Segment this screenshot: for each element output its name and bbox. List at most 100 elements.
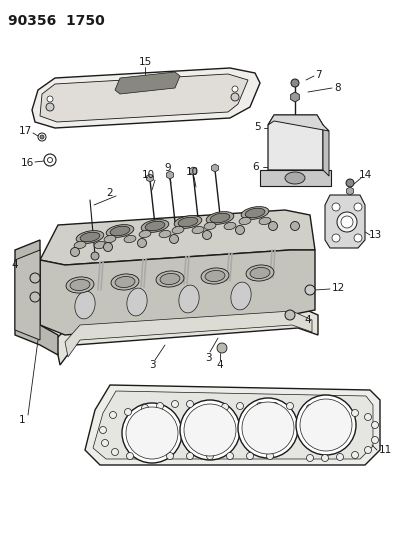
- Circle shape: [122, 403, 182, 463]
- Circle shape: [203, 230, 212, 239]
- Polygon shape: [15, 250, 40, 340]
- Ellipse shape: [124, 236, 136, 243]
- Circle shape: [285, 310, 295, 320]
- Polygon shape: [268, 115, 329, 131]
- Text: 4: 4: [305, 315, 311, 325]
- Ellipse shape: [160, 273, 180, 285]
- Text: 8: 8: [335, 83, 341, 93]
- Circle shape: [337, 212, 357, 232]
- Circle shape: [112, 448, 119, 456]
- Circle shape: [336, 454, 344, 461]
- Ellipse shape: [74, 241, 86, 248]
- Ellipse shape: [246, 265, 274, 281]
- Ellipse shape: [70, 279, 90, 290]
- Circle shape: [227, 453, 234, 459]
- Ellipse shape: [192, 227, 204, 233]
- Circle shape: [125, 408, 132, 416]
- Text: 9: 9: [165, 163, 171, 173]
- Ellipse shape: [80, 232, 100, 242]
- Circle shape: [169, 235, 178, 244]
- Polygon shape: [65, 311, 312, 357]
- Ellipse shape: [174, 216, 202, 228]
- Circle shape: [206, 405, 214, 411]
- Circle shape: [372, 437, 379, 443]
- Circle shape: [238, 398, 298, 458]
- Circle shape: [47, 96, 53, 102]
- Circle shape: [332, 234, 340, 242]
- Ellipse shape: [205, 270, 225, 281]
- Circle shape: [346, 179, 354, 187]
- Circle shape: [268, 222, 277, 230]
- Text: 11: 11: [378, 445, 392, 455]
- Ellipse shape: [231, 282, 251, 310]
- Text: 7: 7: [315, 70, 322, 80]
- Ellipse shape: [245, 208, 265, 218]
- Circle shape: [221, 403, 229, 410]
- Text: 13: 13: [368, 230, 382, 240]
- Ellipse shape: [115, 277, 135, 287]
- Circle shape: [354, 234, 362, 242]
- Ellipse shape: [206, 212, 234, 224]
- Polygon shape: [40, 74, 248, 122]
- Circle shape: [30, 292, 40, 302]
- Circle shape: [247, 453, 253, 459]
- Circle shape: [372, 422, 379, 429]
- Circle shape: [322, 407, 329, 414]
- Circle shape: [104, 243, 113, 252]
- Ellipse shape: [178, 217, 198, 227]
- Ellipse shape: [75, 291, 95, 319]
- Polygon shape: [325, 195, 365, 248]
- Ellipse shape: [285, 172, 305, 184]
- Ellipse shape: [239, 217, 251, 224]
- Polygon shape: [268, 115, 323, 170]
- Circle shape: [38, 133, 46, 141]
- Text: 14: 14: [359, 170, 372, 180]
- Circle shape: [40, 135, 44, 139]
- Ellipse shape: [156, 271, 184, 287]
- Circle shape: [30, 273, 40, 283]
- Circle shape: [126, 407, 178, 459]
- Ellipse shape: [172, 227, 184, 233]
- Circle shape: [46, 103, 54, 111]
- Ellipse shape: [224, 222, 236, 230]
- Circle shape: [336, 408, 344, 416]
- Polygon shape: [323, 125, 329, 176]
- Ellipse shape: [179, 285, 199, 313]
- Circle shape: [322, 455, 329, 462]
- Text: 6: 6: [253, 162, 259, 172]
- Text: 4: 4: [12, 260, 18, 270]
- Circle shape: [300, 399, 352, 451]
- Circle shape: [186, 453, 193, 459]
- Text: 10: 10: [186, 167, 199, 177]
- Circle shape: [48, 157, 52, 163]
- Circle shape: [71, 247, 80, 256]
- Circle shape: [156, 402, 164, 409]
- Polygon shape: [15, 240, 58, 355]
- Circle shape: [184, 404, 236, 456]
- Polygon shape: [32, 68, 260, 128]
- Circle shape: [296, 395, 356, 455]
- Circle shape: [364, 414, 372, 421]
- Ellipse shape: [201, 268, 229, 284]
- Circle shape: [91, 252, 99, 260]
- Ellipse shape: [141, 220, 169, 232]
- Ellipse shape: [250, 268, 270, 279]
- Ellipse shape: [127, 288, 147, 316]
- Polygon shape: [93, 391, 373, 459]
- Ellipse shape: [259, 217, 271, 224]
- Ellipse shape: [145, 221, 165, 231]
- Text: 16: 16: [20, 158, 33, 168]
- Circle shape: [167, 453, 173, 459]
- Circle shape: [354, 203, 362, 211]
- Circle shape: [110, 411, 117, 418]
- Polygon shape: [40, 210, 315, 265]
- Circle shape: [364, 447, 372, 454]
- Ellipse shape: [76, 231, 104, 244]
- Circle shape: [171, 400, 178, 408]
- Circle shape: [307, 455, 314, 462]
- Ellipse shape: [241, 207, 269, 220]
- Polygon shape: [115, 72, 180, 94]
- Text: 90356  1750: 90356 1750: [8, 14, 105, 28]
- Text: 17: 17: [19, 126, 32, 136]
- Text: 12: 12: [331, 283, 345, 293]
